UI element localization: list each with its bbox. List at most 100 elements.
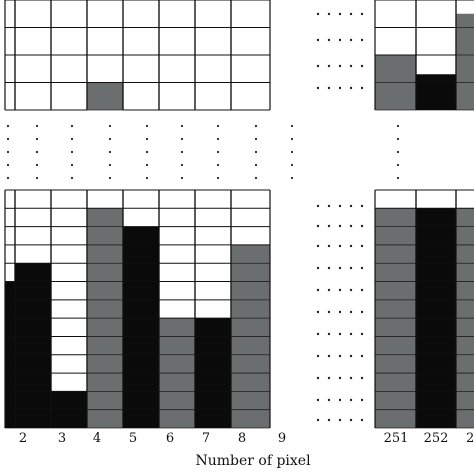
horizontal-dots-row-10 [338,310,342,314]
pixel-label-9: 9 [278,431,286,446]
vertical-dots-1 [6,163,10,167]
vertical-dots-6 [180,150,184,154]
horizontal-dots-row-9 [316,288,320,292]
vertical-dots-4 [108,176,112,180]
horizontal-dots-row-8 [327,266,331,270]
x-axis-title: Number of pixel [195,453,311,469]
bottom-right-grid [374,189,474,429]
horizontal-dots-row-6 [316,224,320,228]
vertical-dots-6 [180,176,184,180]
horizontal-dots-row-3 [360,64,364,68]
horizontal-dots-row-11 [360,332,364,336]
horizontal-dots-row-15 [327,418,331,422]
pixel-grids [4,0,474,429]
vertical-dots-8 [254,163,258,167]
bottom-grid-column-2-fill [15,263,51,428]
vertical-dots-3 [70,163,74,167]
vertical-dots-1 [6,124,10,128]
vertical-dots-5 [145,124,149,128]
bottom-grid-column-5-fill [123,226,159,428]
vertical-dots-2 [35,163,39,167]
vertical-dots-8 [254,124,258,128]
continuation-dots [6,12,400,422]
vertical-dots-4 [108,150,112,154]
horizontal-dots-row-7 [316,244,320,248]
horizontal-dots-row-14 [360,398,364,402]
vertical-dots-5 [145,163,149,167]
vertical-dots-3 [70,176,74,180]
vertical-dots-10 [396,176,400,180]
horizontal-dots-row-2 [316,38,320,42]
horizontal-dots-row-5 [349,204,353,208]
horizontal-dots-row-6 [349,224,353,228]
vertical-dots-3 [70,124,74,128]
horizontal-dots-row-15 [338,418,342,422]
horizontal-dots-row-7 [338,244,342,248]
horizontal-dots-row-10 [360,310,364,314]
horizontal-dots-row-2 [349,38,353,42]
horizontal-dots-row-7 [349,244,353,248]
horizontal-dots-row-8 [349,266,353,270]
horizontal-dots-row-9 [338,288,342,292]
horizontal-dots-row-11 [327,332,331,336]
pixel-label-252: 252 [424,431,449,446]
horizontal-dots-row-13 [327,376,331,380]
horizontal-dots-row-14 [349,398,353,402]
horizontal-dots-row-8 [360,266,364,270]
vertical-dots-3 [70,150,74,154]
pixel-label-6: 6 [166,431,174,446]
horizontal-dots-row-3 [338,64,342,68]
horizontal-dots-row-14 [338,398,342,402]
horizontal-dots-row-2 [338,38,342,42]
pixel-label-251: 251 [384,431,409,446]
horizontal-dots-row-9 [349,288,353,292]
horizontal-dots-row-3 [316,64,320,68]
vertical-dots-8 [254,150,258,154]
horizontal-dots-row-4 [349,86,353,90]
horizontal-dots-row-5 [338,204,342,208]
horizontal-dots-row-12 [360,354,364,358]
vertical-dots-4 [108,163,112,167]
horizontal-dots-row-12 [327,354,331,358]
vertical-dots-2 [35,124,39,128]
vertical-dots-9 [290,163,294,167]
vertical-dots-7 [216,150,220,154]
vertical-dots-2 [35,150,39,154]
horizontal-dots-row-5 [360,204,364,208]
horizontal-dots-row-6 [360,224,364,228]
horizontal-dots-row-12 [338,354,342,358]
vertical-dots-2 [35,176,39,180]
horizontal-dots-row-13 [316,376,320,380]
horizontal-dots-row-4 [316,86,320,90]
horizontal-dots-row-13 [360,376,364,380]
horizontal-dots-row-14 [316,398,320,402]
vertical-dots-10 [396,163,400,167]
vertical-dots-7 [216,163,220,167]
horizontal-dots-row-4 [360,86,364,90]
horizontal-dots-row-5 [316,204,320,208]
vertical-dots-6 [180,137,184,141]
vertical-dots-5 [145,150,149,154]
horizontal-dots-row-8 [316,266,320,270]
vertical-dots-1 [6,176,10,180]
horizontal-dots-row-9 [327,288,331,292]
horizontal-dots-row-10 [349,310,353,314]
top-right-grid [374,0,474,111]
vertical-dots-9 [290,150,294,154]
horizontal-dots-row-15 [360,418,364,422]
horizontal-dots-row-1 [338,12,342,16]
horizontal-dots-row-14 [327,398,331,402]
pixel-label-4: 4 [93,431,101,446]
pixel-label-5: 5 [129,431,137,446]
horizontal-dots-row-1 [316,12,320,16]
horizontal-dots-row-15 [349,418,353,422]
vertical-dots-6 [180,124,184,128]
pixel-number-labels: 2 3 4 5 6 7 8 9 251 252 2 [19,431,474,446]
vertical-dots-3 [70,137,74,141]
vertical-dots-4 [108,137,112,141]
vertical-dots-5 [145,137,149,141]
horizontal-dots-row-6 [338,224,342,228]
horizontal-dots-row-1 [327,12,331,16]
vertical-dots-9 [290,137,294,141]
